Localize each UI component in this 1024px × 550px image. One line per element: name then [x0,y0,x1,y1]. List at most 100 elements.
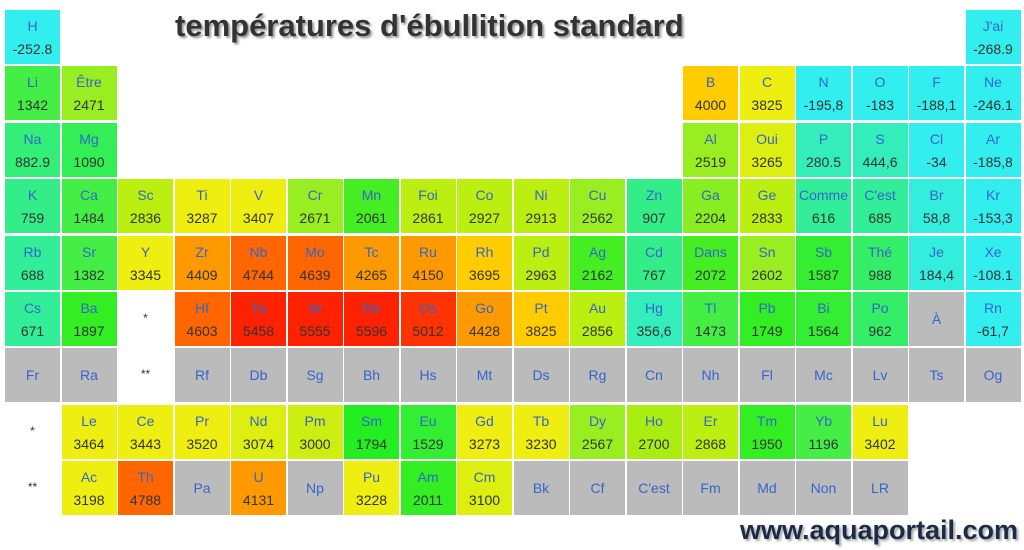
element-cell: Ba 1897 [61,292,117,346]
element-cell: Comme 616 [796,179,851,234]
element-cell: Zn 907 [626,179,682,234]
element-symbol: Rg [588,367,607,384]
boiling-point: 1950 [751,435,783,452]
element-symbol: Mc [814,367,833,384]
element-cell: Ti 3287 [174,179,230,234]
boiling-point: 3228 [355,492,388,509]
element-cell: Dy 2567 [570,404,625,459]
element-symbol: Li [27,74,38,91]
boiling-point: 184,4 [918,266,955,283]
element-symbol: Sm [361,412,382,429]
element-symbol: Cl [929,130,944,147]
element-cell: Sn 2602 [739,235,795,290]
boiling-point: 1342 [16,97,49,114]
element-symbol: Zn [645,187,663,204]
element-symbol: P [818,130,829,147]
element-symbol: C [761,74,773,91]
element-cell: Pa [174,461,230,516]
element-symbol: Je [929,243,944,260]
element-cell: Cm 3100 [457,461,512,516]
element-cell: * [5,404,60,459]
element-symbol: Le [81,412,97,429]
element-cell: Er 2868 [683,404,738,459]
element-cell: À [909,292,964,346]
element-symbol: Au [588,300,607,316]
element-cell: Cu 2562 [570,179,625,234]
element-symbol: Cu [588,187,607,204]
element-symbol: Pt [534,300,548,316]
element-symbol: Ar [986,130,1000,147]
element-symbol: Rn [984,300,1002,316]
element-symbol: Nh [701,367,720,384]
element-cell: Md [739,461,795,516]
element-cell: Nh [683,348,738,403]
element-cell: Re 5596 [344,292,399,346]
element-symbol: ** [140,367,151,382]
element-symbol: Cd [645,243,663,260]
element-symbol: Fm [700,480,721,497]
element-cell: Fl [739,348,795,403]
element-symbol: Ge [757,187,777,204]
element-cell: Hg 356,6 [626,292,682,346]
element-symbol: Fl [761,367,773,384]
element-cell: C'est [626,461,682,516]
element-cell: Tc 4265 [344,235,399,290]
element-symbol: Être [76,74,102,91]
element-symbol: Am [417,469,439,486]
element-cell: Cr 2671 [287,179,343,234]
element-symbol: Bh [362,367,381,384]
element-cell: Ca 1484 [61,179,117,234]
element-symbol: * [143,311,148,325]
boiling-point: 3402 [864,435,896,452]
element-cell: Ag 2162 [570,235,625,290]
element-symbol: Ne [984,74,1002,91]
boiling-point: 2519 [694,153,727,170]
boiling-point: -153,3 [973,210,1013,227]
boiling-point: 3464 [73,435,105,452]
element-cell: Foi 2861 [400,179,456,234]
element-cell: Po 962 [852,292,908,346]
boiling-point: 988 [868,266,892,283]
element-cell: Être 2471 [61,66,117,121]
element-symbol: Nd [249,412,268,429]
boiling-point: 907 [642,210,666,227]
element-cell: Ho 2700 [626,404,682,459]
element-symbol: Db [249,367,268,384]
element-cell: W 5555 [287,292,343,346]
element-cell: Na 882.9 [5,122,60,177]
element-symbol: O [874,74,886,91]
element-cell: C'est 685 [852,179,908,234]
boiling-point: 3345 [129,266,162,283]
element-cell: Th 4788 [118,461,173,516]
boiling-point: 4744 [242,266,275,283]
boiling-point: 616 [811,210,836,227]
boiling-point: 1897 [73,323,105,339]
boiling-point: 4788 [129,492,162,509]
element-symbol: Kr [986,187,1000,204]
boiling-point: -183 [865,97,895,114]
element-symbol: Sr [82,243,96,260]
element-symbol: Oui [756,130,778,147]
element-symbol: Rh [475,243,494,260]
element-symbol: Tc [364,243,379,260]
element-symbol: Mt [476,367,493,384]
element-cell: Tm 1950 [739,404,795,459]
element-cell: Rb 688 [5,235,60,290]
boiling-point: 882.9 [14,153,51,170]
element-cell: O -183 [852,66,908,121]
boiling-point: 767 [642,266,666,283]
boiling-point: 671 [20,323,45,339]
element-symbol: S [875,130,885,147]
element-symbol: Yb [814,412,833,429]
element-symbol: Tl [704,300,717,316]
element-cell: LR [852,461,908,516]
boiling-point: 4639 [299,266,331,283]
boiling-point: 3825 [751,97,783,114]
element-symbol: Ra [80,367,98,384]
boiling-point: -34 [926,153,947,170]
element-cell: Pu 3228 [344,461,399,516]
element-symbol: K [27,187,38,204]
boiling-point: 5458 [242,323,275,339]
element-cell: Sr 1382 [61,235,117,290]
element-symbol: Po [871,300,889,316]
